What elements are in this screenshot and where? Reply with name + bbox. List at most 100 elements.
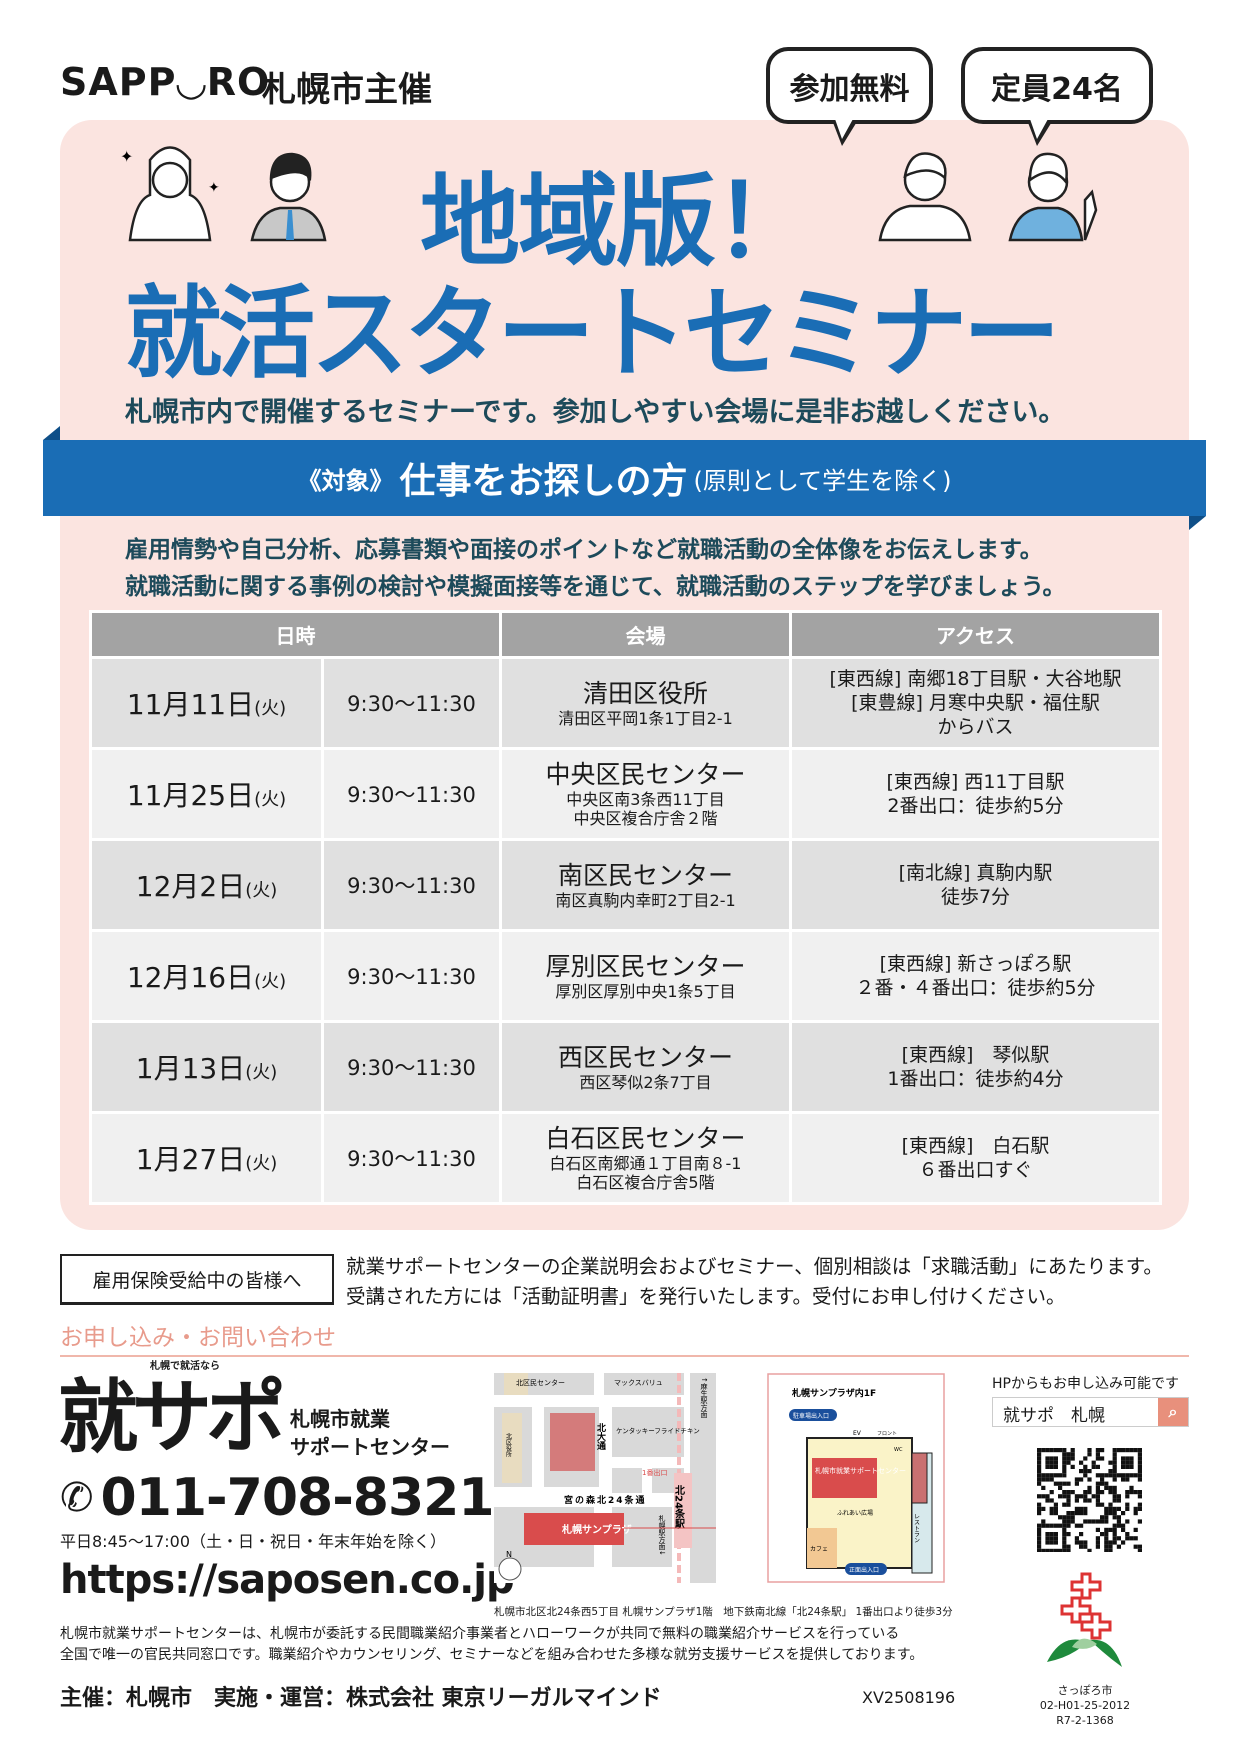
office-hours: 平日8:45～17:00（土・日・祝日・年末年始を除く） <box>60 1532 447 1551</box>
jsapo-tagline: 札幌で就活なら <box>150 1361 220 1372</box>
venue-address: 白石区複合庁舎5階 <box>576 1173 715 1192</box>
qr-module <box>1066 1460 1071 1465</box>
qr-module <box>1108 1490 1113 1495</box>
website-link[interactable]: https://saposen.co.jp <box>60 1557 515 1603</box>
qr-module <box>1104 1485 1109 1490</box>
access-line: ６番出口すぐ <box>918 1159 1033 1181</box>
title-seminar: 就活スタートセミナー <box>125 275 1060 392</box>
qr-module <box>1112 1456 1117 1461</box>
qr-module <box>1053 1532 1058 1537</box>
qr-module <box>1066 1519 1071 1524</box>
qr-module <box>1049 1456 1054 1461</box>
qr-module <box>1079 1477 1084 1482</box>
qr-module <box>1104 1481 1109 1486</box>
title-regional: 地域版！ <box>420 163 814 280</box>
phone-text: 011-708-8321 <box>100 1468 495 1528</box>
qr-module <box>1121 1460 1126 1465</box>
qr-module <box>1112 1523 1117 1528</box>
qr-module <box>1079 1540 1084 1545</box>
qr-module <box>1087 1448 1092 1453</box>
qr-module <box>1062 1527 1067 1532</box>
qr-module <box>1066 1481 1071 1486</box>
badge-free: 参加無料 <box>766 47 933 146</box>
band-fold-right <box>1189 516 1206 530</box>
qr-module <box>1041 1548 1046 1552</box>
qr-module <box>1095 1452 1100 1457</box>
target-label: 《対象》 <box>297 466 394 495</box>
qr-module <box>1087 1485 1092 1490</box>
qr-module <box>1070 1490 1075 1495</box>
qr-module <box>1074 1540 1079 1545</box>
hero-subtitle: 札幌市内で開催するセミナーです。参加しやすい会場に是非お越しください。 <box>125 397 1066 428</box>
qr-module <box>1129 1536 1134 1541</box>
qr-module <box>1129 1460 1134 1465</box>
qr-module <box>1066 1523 1071 1528</box>
qr-module <box>1062 1452 1067 1457</box>
qr-module <box>1070 1464 1075 1469</box>
qr-module <box>1066 1456 1071 1461</box>
qr-module <box>1083 1490 1088 1495</box>
qr-module <box>1104 1532 1109 1537</box>
qr-module <box>1041 1506 1046 1511</box>
qr-module <box>1108 1511 1113 1516</box>
time-cell: 9:30～11:30 <box>321 929 502 1023</box>
qr-module <box>1121 1473 1126 1478</box>
floor-cafe: カフェ <box>810 1546 828 1553</box>
qr-module <box>1083 1494 1088 1499</box>
qr-module <box>1062 1502 1067 1507</box>
qr-module <box>1079 1469 1084 1474</box>
header-datetime: 日時 <box>89 610 502 659</box>
badge-free-text: 参加無料 <box>789 71 910 107</box>
search-icon[interactable]: ⌕ <box>1158 1398 1188 1426</box>
qr-module <box>1095 1473 1100 1478</box>
venue-cell: 南区民センター 南区真駒内幸町2丁目2-1 <box>499 838 792 932</box>
qr-module <box>1053 1473 1058 1478</box>
qr-module <box>1104 1473 1109 1478</box>
qr-module <box>1112 1498 1117 1503</box>
day-of-week: (火) <box>245 1062 278 1083</box>
people-illustration-left: ✦✦ <box>120 146 327 242</box>
date: 1月13日 <box>135 1052 246 1085</box>
qr-module <box>1095 1536 1100 1541</box>
city-name: さっぽろ市 <box>1057 1684 1113 1697</box>
qr-module <box>1100 1515 1105 1520</box>
qr-module <box>1037 1448 1042 1453</box>
qr-module <box>1083 1456 1088 1461</box>
city-reg-number: 02-H01-25-2012 <box>1039 1699 1131 1712</box>
qr-module <box>1053 1523 1058 1528</box>
venue-address: 中央区南3条西11丁目 <box>566 790 725 809</box>
qr-module <box>1112 1448 1117 1453</box>
qr-module <box>1049 1448 1054 1453</box>
footer-line: 札幌市就業サポートセンターは、札幌市が委託する民間職業紹介事業者とハローワークが… <box>60 1626 900 1642</box>
qr-module <box>1125 1464 1130 1469</box>
qr-module <box>1049 1460 1054 1465</box>
search-input[interactable]: 就サポ 札幌 <box>1003 1406 1105 1426</box>
qr-module <box>1137 1464 1142 1469</box>
floor-ev: EV <box>853 1430 862 1437</box>
map-station: 北24条駅 <box>673 1484 686 1530</box>
badge-capacity: 定員24名 <box>961 47 1153 146</box>
qr-module <box>1083 1544 1088 1549</box>
qr-code[interactable] <box>1037 1448 1144 1552</box>
time-cell: 9:30～11:30 <box>321 1111 502 1205</box>
phone-number[interactable]: ✆ 011-708-8321 <box>60 1470 494 1526</box>
qr-module <box>1137 1469 1142 1474</box>
qr-module <box>1037 1544 1042 1549</box>
badge-capacity-text: 定員24名 <box>991 71 1123 107</box>
qr-module <box>1095 1544 1100 1549</box>
qr-module <box>1079 1460 1084 1465</box>
qr-module <box>1041 1448 1046 1453</box>
people-illustration-right <box>878 152 1098 242</box>
floor-wc: WC <box>894 1447 903 1453</box>
qr-module <box>1100 1532 1105 1537</box>
qr-module <box>1137 1502 1142 1507</box>
qr-module <box>1066 1502 1071 1507</box>
qr-module <box>1062 1540 1067 1545</box>
date: 1月27日 <box>135 1143 246 1176</box>
qr-module <box>1074 1494 1079 1499</box>
floor-plaza: ふれあい広場 <box>837 1509 873 1517</box>
qr-module <box>1112 1485 1117 1490</box>
qr-module <box>1137 1460 1142 1465</box>
qr-module <box>1087 1548 1092 1552</box>
search-box[interactable]: 就サポ 札幌 ⌕ <box>992 1397 1189 1427</box>
